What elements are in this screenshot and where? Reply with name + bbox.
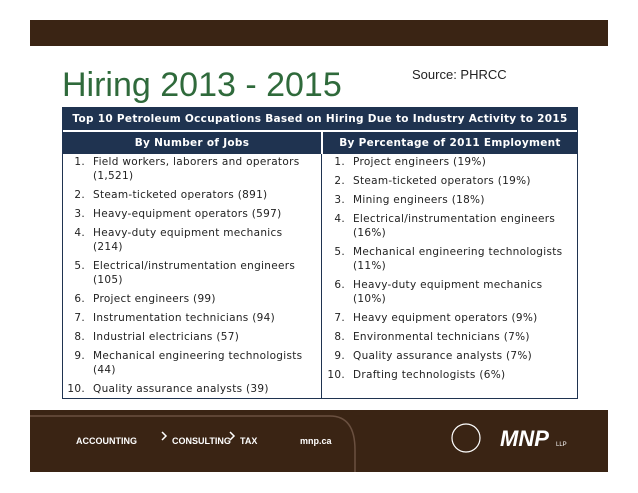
- item-number: 8.: [334, 331, 345, 343]
- item-text: Mechanical engineering technologists (11…: [353, 246, 563, 272]
- item-text: Electrical/instrumentation engineers (10…: [93, 260, 296, 286]
- item-number: 9.: [334, 350, 345, 362]
- item-text: Steam-ticketed operators (891): [93, 189, 268, 201]
- column-divider: [321, 154, 322, 398]
- item-number: 10.: [67, 383, 85, 395]
- list-item: 8. Environmental technicians (7%): [323, 330, 573, 344]
- list-item: 5. Electrical/instrumentation engineers (…: [63, 259, 313, 287]
- item-number: 3.: [334, 194, 345, 206]
- item-text: Electrical/instrumentation engineers (16…: [353, 213, 556, 239]
- item-number: 4.: [334, 213, 345, 225]
- service: TAX: [240, 436, 258, 446]
- list-item: 1. Field workers, laborers and operators …: [63, 155, 313, 183]
- item-text: Mechanical engineering technologists (44…: [93, 350, 303, 376]
- footer-decor: [30, 415, 481, 472]
- list-item: 4. Electrical/instrumentation engineers (…: [323, 212, 573, 240]
- list-item: 2. Steam-ticketed operators (891): [63, 188, 313, 202]
- item-number: 7.: [334, 312, 345, 324]
- list-item: 6. Heavy-duty equipment mechanics (10%): [323, 278, 573, 306]
- list-item: 4. Heavy-duty equipment mechanics (214): [63, 226, 313, 254]
- item-text: Steam-ticketed operators (19%): [353, 175, 531, 187]
- item-text: Instrumentation technicians (94): [93, 312, 275, 324]
- item-text: Project engineers (19%): [353, 156, 487, 168]
- list-item: 10. Quality assurance analysts (39): [63, 382, 313, 396]
- column-list: 1. Field workers, laborers and operators …: [63, 155, 313, 401]
- list-item: 7. Instrumentation technicians (94): [63, 311, 313, 325]
- list-item: 3. Mining engineers (18%): [323, 193, 573, 207]
- item-text: Heavy-duty equipment mechanics (214): [93, 227, 283, 253]
- website: mnp.ca: [300, 436, 332, 446]
- column-list: 1. Project engineers (19%) 2. Steam-tickete…: [323, 155, 573, 387]
- item-number: 10.: [327, 369, 345, 381]
- item-text: Project engineers (99): [93, 293, 216, 305]
- item-number: 7.: [74, 312, 85, 324]
- item-number: 6.: [334, 279, 345, 291]
- item-number: 9.: [74, 350, 85, 362]
- item-text: Field workers, laborers and operators (1…: [93, 156, 300, 182]
- list-item: 7. Heavy equipment operators (9%): [323, 311, 573, 325]
- item-text: Quality assurance analysts (7%): [353, 350, 533, 362]
- item-text: Mining engineers (18%): [353, 194, 485, 206]
- title: Hiring 2013 - 2015: [62, 66, 342, 104]
- list-item: 10. Drafting technologists (6%): [323, 368, 573, 382]
- item-text: Quality assurance analysts (39): [93, 383, 269, 395]
- column-header: By Number of Jobs: [63, 132, 321, 154]
- list-item: 9. Mechanical engineering technologists (…: [63, 349, 313, 377]
- list-item: 2. Steam-ticketed operators (19%): [323, 174, 573, 188]
- badge: [451, 423, 481, 453]
- item-text: Environmental technicians (7%): [353, 331, 530, 343]
- service: CONSULTING: [172, 436, 231, 446]
- item-number: 1.: [74, 156, 85, 168]
- list-item: 1. Project engineers (19%): [323, 155, 573, 169]
- logo-suffix: LLP: [556, 442, 567, 448]
- item-number: 6.: [74, 293, 85, 305]
- top-bar: [30, 20, 608, 46]
- item-number: 1.: [334, 156, 345, 168]
- list-item: 3. Heavy-equipment operators (597): [63, 207, 313, 221]
- logo: MNP: [500, 426, 549, 451]
- footer-curve: [30, 415, 356, 472]
- item-text: Drafting technologists (6%): [353, 369, 506, 381]
- list-item: 9. Quality assurance analysts (7%): [323, 349, 573, 363]
- list-item: 8. Industrial electricians (57): [63, 330, 313, 344]
- item-number: 8.: [74, 331, 85, 343]
- service: ACCOUNTING: [76, 436, 137, 446]
- item-number: 3.: [74, 208, 85, 220]
- item-number: 2.: [334, 175, 345, 187]
- item-text: Heavy-duty equipment mechanics (10%): [353, 279, 543, 305]
- item-text: Heavy equipment operators (9%): [353, 312, 538, 324]
- table: Top 10 Petroleum Occupations Based on Hi…: [62, 107, 578, 399]
- chevron: [161, 431, 168, 441]
- item-text: Heavy-equipment operators (597): [93, 208, 282, 220]
- source: Source: PHRCC: [412, 67, 507, 82]
- item-text: Industrial electricians (57): [93, 331, 240, 343]
- bottom-bar: [30, 410, 608, 472]
- item-number: 2.: [74, 189, 85, 201]
- table-heading: Top 10 Petroleum Occupations Based on Hi…: [63, 108, 577, 130]
- column-header: By Percentage of 2011 Employment: [323, 132, 577, 154]
- item-number: 4.: [74, 227, 85, 239]
- list-item: 6. Project engineers (99): [63, 292, 313, 306]
- item-number: 5.: [334, 246, 345, 258]
- item-number: 5.: [74, 260, 85, 272]
- chevron: [229, 431, 236, 441]
- list-item: 5. Mechanical engineering technologists (…: [323, 245, 573, 273]
